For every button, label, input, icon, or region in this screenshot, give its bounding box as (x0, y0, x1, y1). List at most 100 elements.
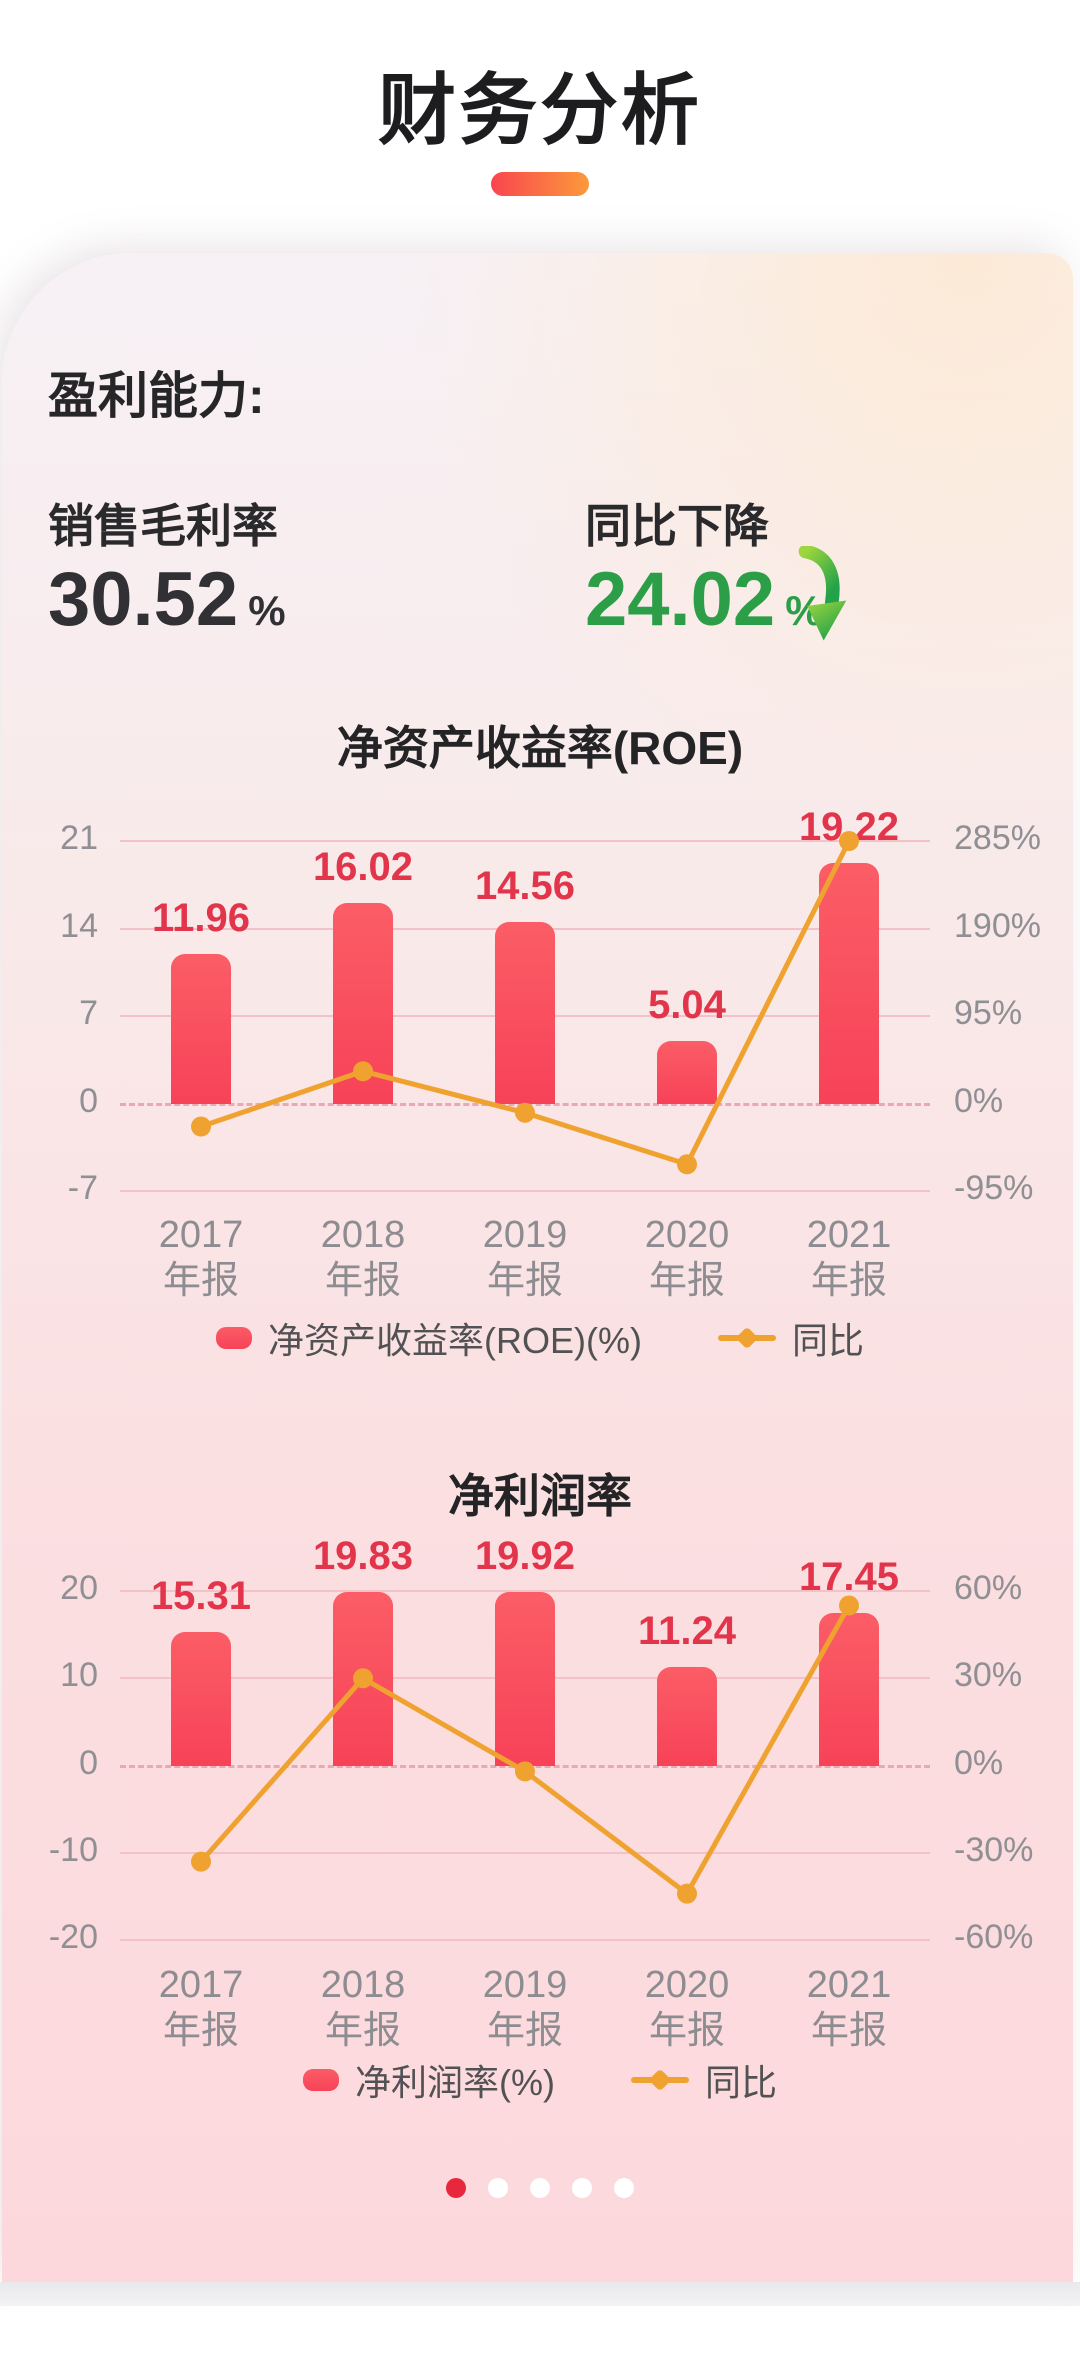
roe-chart-left-tick-14: 14 (60, 906, 98, 945)
npm-chart-left-tick-20: 20 (60, 1569, 98, 1607)
roe-chart-category-period: 年报 (324, 1260, 401, 1302)
npm-chart-bar-2020[interactable] (657, 1667, 717, 1766)
npm-chart-category-year: 2019 (482, 1964, 568, 2006)
bar-series-legend-label: 净资产收益率(ROE)(%) (268, 1320, 642, 1361)
roe-chart-category-period: 年报 (648, 1260, 725, 1302)
roe-chart-legend: 净资产收益率(ROE)(%) 同比 (0, 1312, 1080, 1364)
roe-chart-bar-value-2018: 16.02 (312, 845, 414, 890)
roe-chart-category-2020: 2020 年报 (605, 1212, 769, 1304)
roe-chart-category-year: 2019 (482, 1214, 568, 1256)
npm-chart-right-tick-0: 0% (954, 1743, 1004, 1782)
roe-chart-left-tick-7: 7 (79, 994, 98, 1032)
npm-chart-gridline-20 (120, 1590, 930, 1592)
carousel-dot-3[interactable] (530, 2178, 550, 2198)
npm-chart-gridline--10 (120, 1851, 930, 1854)
roe-chart-bar-2017[interactable] (171, 954, 231, 1104)
npm-chart-category-2018: 2018 年报 (281, 1962, 445, 2054)
npm-chart-category-year: 2020 (644, 1964, 730, 2006)
roe-chart-right-tick-0: 0% (954, 1081, 1004, 1120)
npm-chart-legend: 净利润率(%) 同比 (0, 2054, 1080, 2106)
npm-chart-right-tick-60: 60% (954, 1569, 1023, 1607)
roe-chart-bar-value-2021: 19.22 (798, 805, 900, 850)
roe-chart-category-period: 年报 (810, 1260, 887, 1302)
roe-chart-category-period: 年报 (486, 1260, 563, 1302)
roe-chart-legend-line-series[interactable]: 同比 (717, 1312, 864, 1364)
bar-series-swatch-icon (216, 1327, 252, 1349)
npm-chart-bar-value-2021: 17.45 (798, 1555, 900, 1600)
roe-chart-left-tick-0: 0 (79, 1081, 98, 1120)
roe-chart-category-year: 2020 (644, 1214, 730, 1256)
roe-chart-bar-value-2020: 5.04 (648, 982, 726, 1027)
roe-chart-title: 净资产收益率(ROE) (336, 722, 744, 774)
npm-chart-left-tick-10: 10 (60, 1656, 98, 1695)
roe-chart-category-year: 2018 (320, 1214, 406, 1256)
roe-chart-right-tick--95: -95% (954, 1169, 1034, 1207)
bar-series-legend-label: 净利润率(%) (354, 2062, 555, 2103)
npm-chart-category-year: 2018 (320, 1964, 406, 2006)
carousel-dot-4[interactable] (572, 2178, 592, 2198)
npm-chart-category-year: 2017 (158, 1964, 244, 2006)
decrease-down-arrow-icon (798, 546, 847, 641)
npm-chart-category-year: 2021 (806, 1964, 892, 2006)
npm-chart-bar-value-2017: 15.31 (150, 1573, 252, 1618)
npm-chart-right-tick--30: -30% (954, 1830, 1034, 1869)
profitability-card (2, 253, 1073, 2282)
roe-chart-category-2019: 2019 年报 (443, 1212, 607, 1304)
roe-chart-bar-2021[interactable] (819, 863, 879, 1104)
npm-chart-bar-value-2019: 19.92 (474, 1533, 576, 1578)
npm-chart-left-tick-0: 0 (79, 1743, 98, 1782)
npm-chart-bar-value-2020: 11.24 (638, 1609, 736, 1654)
roe-chart-category-2018: 2018 年报 (281, 1212, 445, 1304)
yoy-change-number: 24.02 (585, 557, 776, 642)
npm-chart-right-tick-30: 30% (954, 1656, 1023, 1695)
roe-chart-category-year: 2021 (806, 1214, 892, 1256)
line-series-legend-label: 同比 (791, 1320, 864, 1361)
roe-chart-left-tick-21: 21 (60, 819, 98, 857)
page-title: 财务分析 (377, 66, 702, 154)
gross-margin-value: 30.52% (48, 556, 286, 643)
roe-chart-bar-value-2017: 11.96 (152, 896, 250, 940)
title-underline-accent (491, 172, 589, 196)
roe-chart-bar-2019[interactable] (495, 921, 555, 1104)
npm-chart-title: 净利润率 (448, 1470, 632, 1522)
roe-chart-right-tick-190: 190% (954, 906, 1041, 945)
npm-chart-category-period: 年报 (486, 2010, 563, 2052)
npm-chart-right-tick--60: -60% (954, 1918, 1034, 1957)
roe-chart-category-year: 2017 (158, 1214, 244, 1256)
npm-chart-category-period: 年报 (162, 2010, 239, 2052)
roe-chart-category-2017: 2017 年报 (119, 1212, 283, 1304)
npm-chart-category-period: 年报 (648, 2010, 725, 2052)
gross-margin-label: 销售毛利率 (48, 500, 278, 552)
line-series-legend-label: 同比 (704, 2062, 777, 2103)
npm-chart-legend-bar-series[interactable]: 净利润率(%) (302, 2054, 555, 2106)
roe-chart-right-tick-285: 285% (954, 819, 1041, 857)
npm-chart-bar-2018[interactable] (333, 1592, 393, 1766)
carousel-dot-1-active[interactable] (446, 2178, 466, 2198)
npm-chart-legend-line-series[interactable]: 同比 (630, 2054, 777, 2106)
npm-chart-bar-2019[interactable] (495, 1591, 555, 1766)
roe-chart-category-2021: 2021 年报 (767, 1212, 931, 1304)
npm-chart-category-2019: 2019 年报 (443, 1962, 607, 2054)
yoy-change-label: 同比下降 (585, 500, 769, 552)
npm-chart-bar-2021[interactable] (819, 1613, 879, 1766)
roe-chart-bar-2018[interactable] (333, 903, 393, 1104)
npm-chart-left-tick--20: -20 (48, 1918, 98, 1957)
gross-margin-number: 30.52 (48, 557, 239, 642)
npm-chart-category-period: 年报 (324, 2010, 401, 2052)
roe-chart-legend-bar-series[interactable]: 净资产收益率(ROE)(%) (216, 1312, 642, 1364)
npm-chart-left-tick--10: -10 (48, 1830, 98, 1869)
carousel-dot-2[interactable] (488, 2178, 508, 2198)
section-label: 盈利能力: (48, 368, 265, 424)
npm-chart-bar-2017[interactable] (171, 1631, 231, 1766)
roe-chart-gridline--7 (120, 1190, 930, 1192)
line-series-marker-icon (630, 2077, 689, 2083)
carousel-dot-5[interactable] (614, 2178, 634, 2198)
bar-series-swatch-icon (302, 2069, 339, 2091)
roe-chart-category-period: 年报 (162, 1260, 239, 1302)
roe-chart-bar-value-2019: 14.56 (474, 863, 576, 908)
npm-chart-category-2017: 2017 年报 (119, 1962, 283, 2054)
roe-chart-bar-2020[interactable] (657, 1040, 717, 1104)
npm-chart-category-period: 年报 (810, 2010, 887, 2052)
npm-chart-category-2020: 2020 年报 (605, 1962, 769, 2054)
